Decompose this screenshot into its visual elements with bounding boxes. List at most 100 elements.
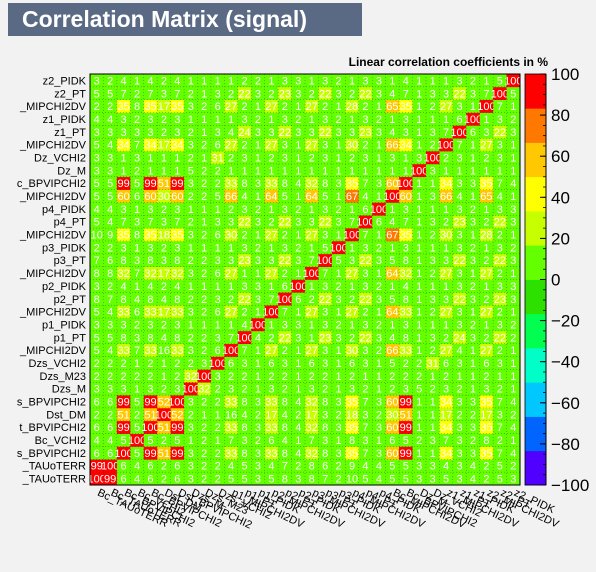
heatmap-cell [439,240,454,255]
cell-value: 3 [416,152,422,164]
heatmap-cell [130,356,145,370]
heatmap-cell [130,459,145,473]
heatmap-cell [466,163,480,178]
heatmap-cell [385,189,400,203]
heatmap-cell [452,356,467,370]
heatmap-cell [439,202,454,216]
cell-value: 6 [215,345,221,357]
heatmap-cell [479,202,494,216]
cell-value: 7 [309,435,315,447]
heatmap-cell [170,472,185,486]
heatmap-cell [305,176,319,190]
cell-value: 1 [161,371,167,383]
heatmap-cell [345,240,360,255]
heatmap-cell [116,253,131,267]
heatmap-cell [345,202,360,216]
heatmap-cell [237,189,252,203]
heatmap-cell [143,420,158,434]
cell-value: 60 [386,397,398,409]
heatmap-cell [358,343,373,357]
heatmap-cell [399,369,413,383]
cell-value: 1 [336,345,342,357]
heatmap-cell [130,176,145,190]
cell-value: 1 [416,255,422,267]
heatmap-cell [493,395,507,409]
cell-value: 1 [416,75,422,87]
cell-value: 1 [376,140,382,152]
heatmap-cell [399,86,413,100]
cell-value: 2 [336,474,342,486]
heatmap-cell [130,395,145,409]
cell-value: 1 [416,294,422,306]
cell-value: 3 [376,397,382,409]
heatmap-cell [493,266,507,280]
cell-value: 4 [107,435,113,447]
cell-value: 1 [416,397,422,409]
cell-value: 3 [362,281,368,293]
cell-value: 2 [107,409,113,421]
heatmap-cell [479,305,494,319]
cell-value: 7 [322,474,328,486]
cell-value: 4 [282,435,288,447]
cell-value: 2 [174,358,180,370]
heatmap-cell [439,253,454,267]
heatmap-cell [90,240,104,255]
heatmap-cell [278,433,292,447]
heatmap-cell [399,407,413,422]
cell-value: 3 [215,371,221,383]
heatmap-cell [184,125,198,139]
heatmap-cell [493,163,507,178]
cell-value: 17 [158,268,170,280]
cell-value: 27 [265,345,277,357]
heatmap-cell [103,382,118,396]
cell-value: 27 [225,101,237,113]
cell-value: 2 [268,332,274,344]
cell-value: 1 [255,371,261,383]
cell-value: 2 [497,307,503,319]
heatmap-cell [143,99,158,113]
heatmap-cell [130,446,145,460]
heatmap-cell [385,228,400,242]
heatmap-cell [90,407,104,422]
cell-value: 1 [510,101,516,113]
heatmap-cell [291,228,306,242]
cell-value: 1 [309,75,315,87]
heatmap-cell [331,151,346,165]
heatmap-cell [345,382,360,396]
heatmap-cell [345,74,360,88]
heatmap-cell [103,266,118,280]
cell-value: 16 [158,345,170,357]
heatmap-cell [345,369,360,383]
heatmap-cell [493,228,507,242]
heatmap-cell [143,125,158,139]
heatmap-cell [331,163,346,178]
cell-value: 2 [188,294,194,306]
y-axis-label: z1_PT [54,127,86,139]
cell-value: 2 [430,230,436,242]
cell-value: 1 [430,422,436,434]
heatmap-cell [318,369,333,383]
heatmap-cell [452,292,467,306]
cell-value: 1 [470,230,476,242]
cell-value: 2 [188,358,194,370]
heatmap-cell [345,151,360,165]
heatmap-cell [331,189,346,203]
cell-value: 2 [201,435,207,447]
cell-value: 28 [480,230,492,242]
cell-value: 1 [295,140,301,152]
heatmap-cell [90,189,104,203]
cell-value: 2 [147,371,153,383]
heatmap-cell [103,279,118,293]
cell-value: 8 [322,397,328,409]
cell-value: 3 [470,217,476,229]
cell-value: 33 [265,178,277,190]
cell-value: 2 [336,461,342,473]
cell-value: 1 [295,191,301,203]
heatmap-cell [412,305,427,319]
heatmap-cell [506,163,521,178]
cell-value: 2 [470,75,476,87]
cell-value: 17 [158,140,170,152]
cell-value: 30 [158,191,170,203]
cell-value: 1 [336,358,342,370]
heatmap-cell [466,343,480,357]
